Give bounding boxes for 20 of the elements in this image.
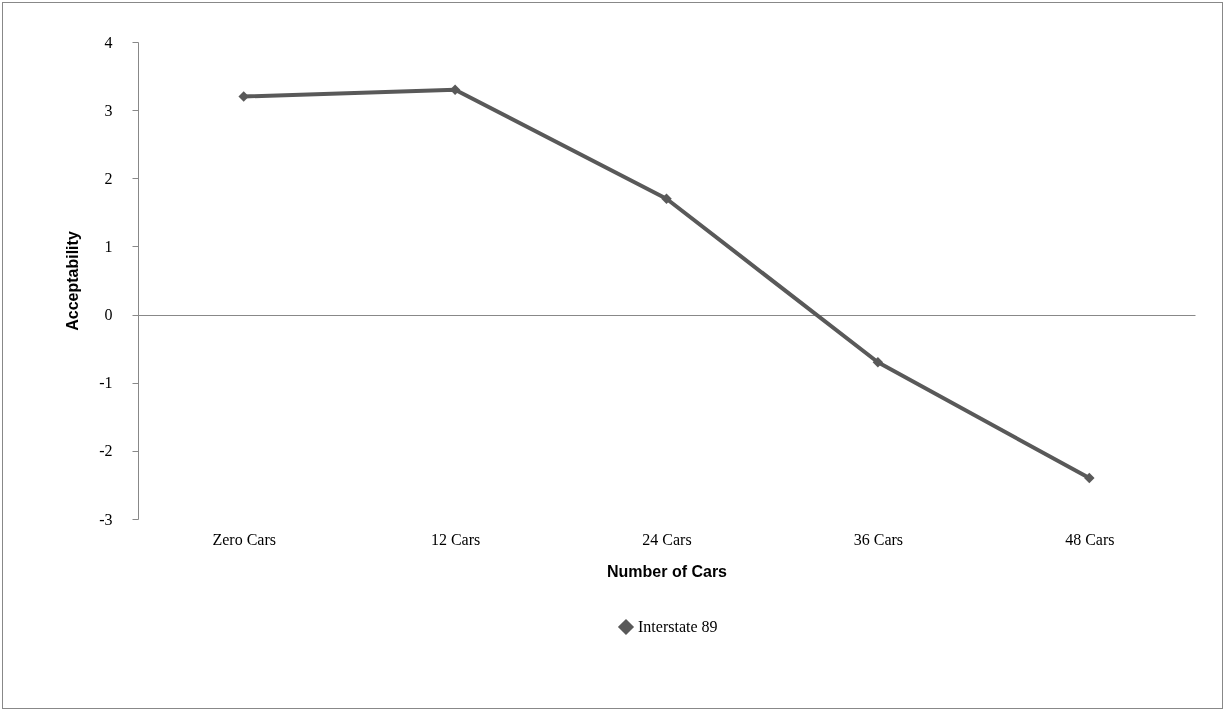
x-tick-label: 12 Cars xyxy=(430,530,481,548)
y-tick-label: 3 xyxy=(104,101,113,119)
point xyxy=(238,91,249,102)
x-tick-label: 24 Cars xyxy=(642,530,692,548)
legend-label: Interstate 89 xyxy=(638,618,718,635)
y-axis-title: Acceptability xyxy=(64,231,82,331)
y-tick-label: 0 xyxy=(104,306,113,324)
point xyxy=(1084,472,1095,484)
y-tick-label: -2 xyxy=(99,442,113,460)
x-tick-label: 36 Cars xyxy=(853,530,904,548)
y-tick-label: -1 xyxy=(99,374,113,392)
y-tick-label: 1 xyxy=(104,237,113,255)
point xyxy=(661,193,672,204)
x-tick-label: Zero Cars xyxy=(212,530,276,548)
x-axis-title: Number of Cars xyxy=(606,562,728,580)
y-tick-label: 4 xyxy=(104,33,113,51)
y-tick-label: -3 xyxy=(99,510,113,528)
y-tick-label: 2 xyxy=(104,169,113,187)
point xyxy=(872,357,884,368)
x-tick-label: 48 Cars xyxy=(1065,530,1115,548)
